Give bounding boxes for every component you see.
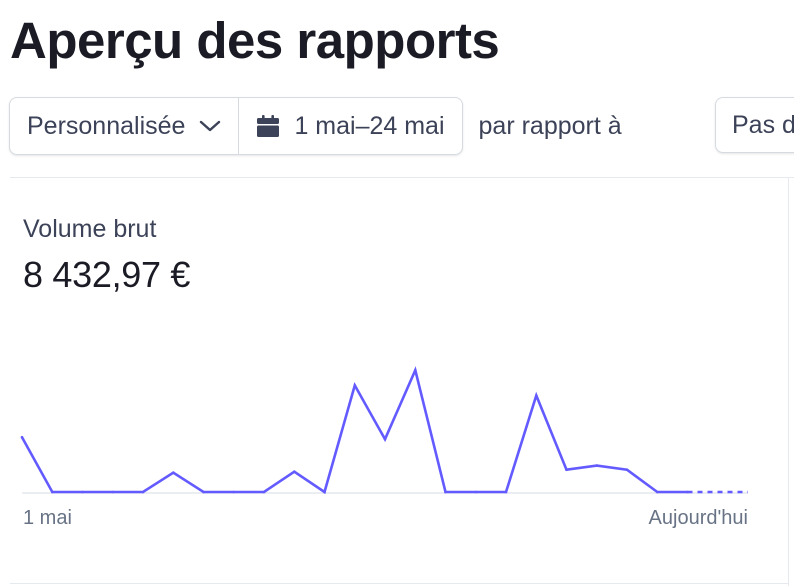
series-line bbox=[20, 366, 688, 495]
page-title: Aperçu des rapports bbox=[10, 12, 500, 69]
filter-bar: Personnalisée 1 mai–24 mai bbox=[9, 97, 622, 155]
compare-label: par rapport à bbox=[478, 111, 622, 140]
data-point bbox=[565, 468, 568, 472]
comparison-value: Pas de comparaison bbox=[732, 110, 794, 139]
data-point bbox=[414, 368, 417, 372]
data-point bbox=[474, 490, 478, 494]
data-point bbox=[686, 490, 689, 494]
card-right-border bbox=[788, 177, 789, 586]
data-point bbox=[323, 490, 326, 494]
date-range-label: 1 mai–24 mai bbox=[294, 111, 445, 140]
data-point bbox=[202, 490, 205, 494]
comparison-dropdown[interactable]: Pas de comparaison bbox=[715, 97, 794, 153]
data-point bbox=[383, 437, 387, 441]
data-point bbox=[625, 468, 629, 472]
data-point bbox=[20, 435, 24, 439]
data-point bbox=[51, 490, 54, 494]
data-point bbox=[262, 490, 266, 494]
data-point bbox=[444, 490, 447, 494]
x-axis-end-label: Aujourd'hui bbox=[648, 507, 748, 529]
date-filter-group: Personnalisée 1 mai–24 mai bbox=[9, 97, 463, 155]
data-point bbox=[353, 384, 357, 387]
data-point bbox=[81, 490, 84, 494]
data-point bbox=[141, 490, 145, 494]
card-top-border bbox=[10, 177, 794, 178]
metric-title: Volume brut bbox=[23, 215, 157, 243]
x-axis-start-label: 1 mai bbox=[23, 507, 72, 529]
period-dropdown[interactable]: Personnalisée bbox=[10, 98, 238, 154]
data-point bbox=[535, 394, 538, 397]
date-range-button[interactable]: 1 mai–24 mai bbox=[238, 98, 461, 154]
data-point bbox=[595, 464, 599, 467]
metric-value: 8 432,97 € bbox=[23, 254, 191, 295]
data-point bbox=[293, 470, 296, 474]
data-point bbox=[504, 490, 508, 494]
chevron-down-icon bbox=[199, 119, 221, 133]
data-point bbox=[656, 490, 659, 494]
data-point bbox=[232, 490, 236, 494]
data-point bbox=[111, 490, 115, 494]
data-point bbox=[172, 471, 175, 475]
period-label: Personnalisée bbox=[27, 111, 186, 140]
calendar-icon bbox=[256, 114, 280, 138]
card-bottom-border bbox=[10, 583, 788, 584]
